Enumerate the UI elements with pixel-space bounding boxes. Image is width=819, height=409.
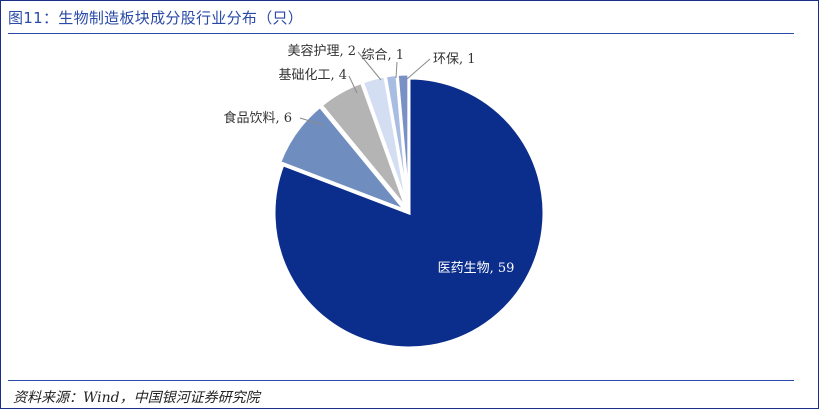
leader-line-2 [299,117,324,126]
leader-line-4 [357,51,382,81]
source-rule [8,380,794,381]
leader-line-5 [395,61,398,79]
slice-label-1: 医药生物, 59 [438,261,515,276]
slice-label-3: 基础化工, 4 [278,68,347,83]
pie-slice-6 [395,72,411,210]
slice-label-5: 综合, 1 [361,48,404,63]
leader-line-3 [348,75,358,94]
slice-label-2: 食品饮料, 6 [223,110,292,126]
slice-label-4: 美容护理, 2 [287,43,356,59]
chart-title: 图11：生物制造板块成分股行业分布（只） [8,9,304,27]
source-note: 资料来源：Wind，中国银河证券研究院 [13,390,260,406]
slice-label-6: 环保, 1 [433,52,476,67]
leader-line-6 [406,58,431,80]
pie-slice-2 [277,104,411,215]
title-rule [8,33,794,34]
